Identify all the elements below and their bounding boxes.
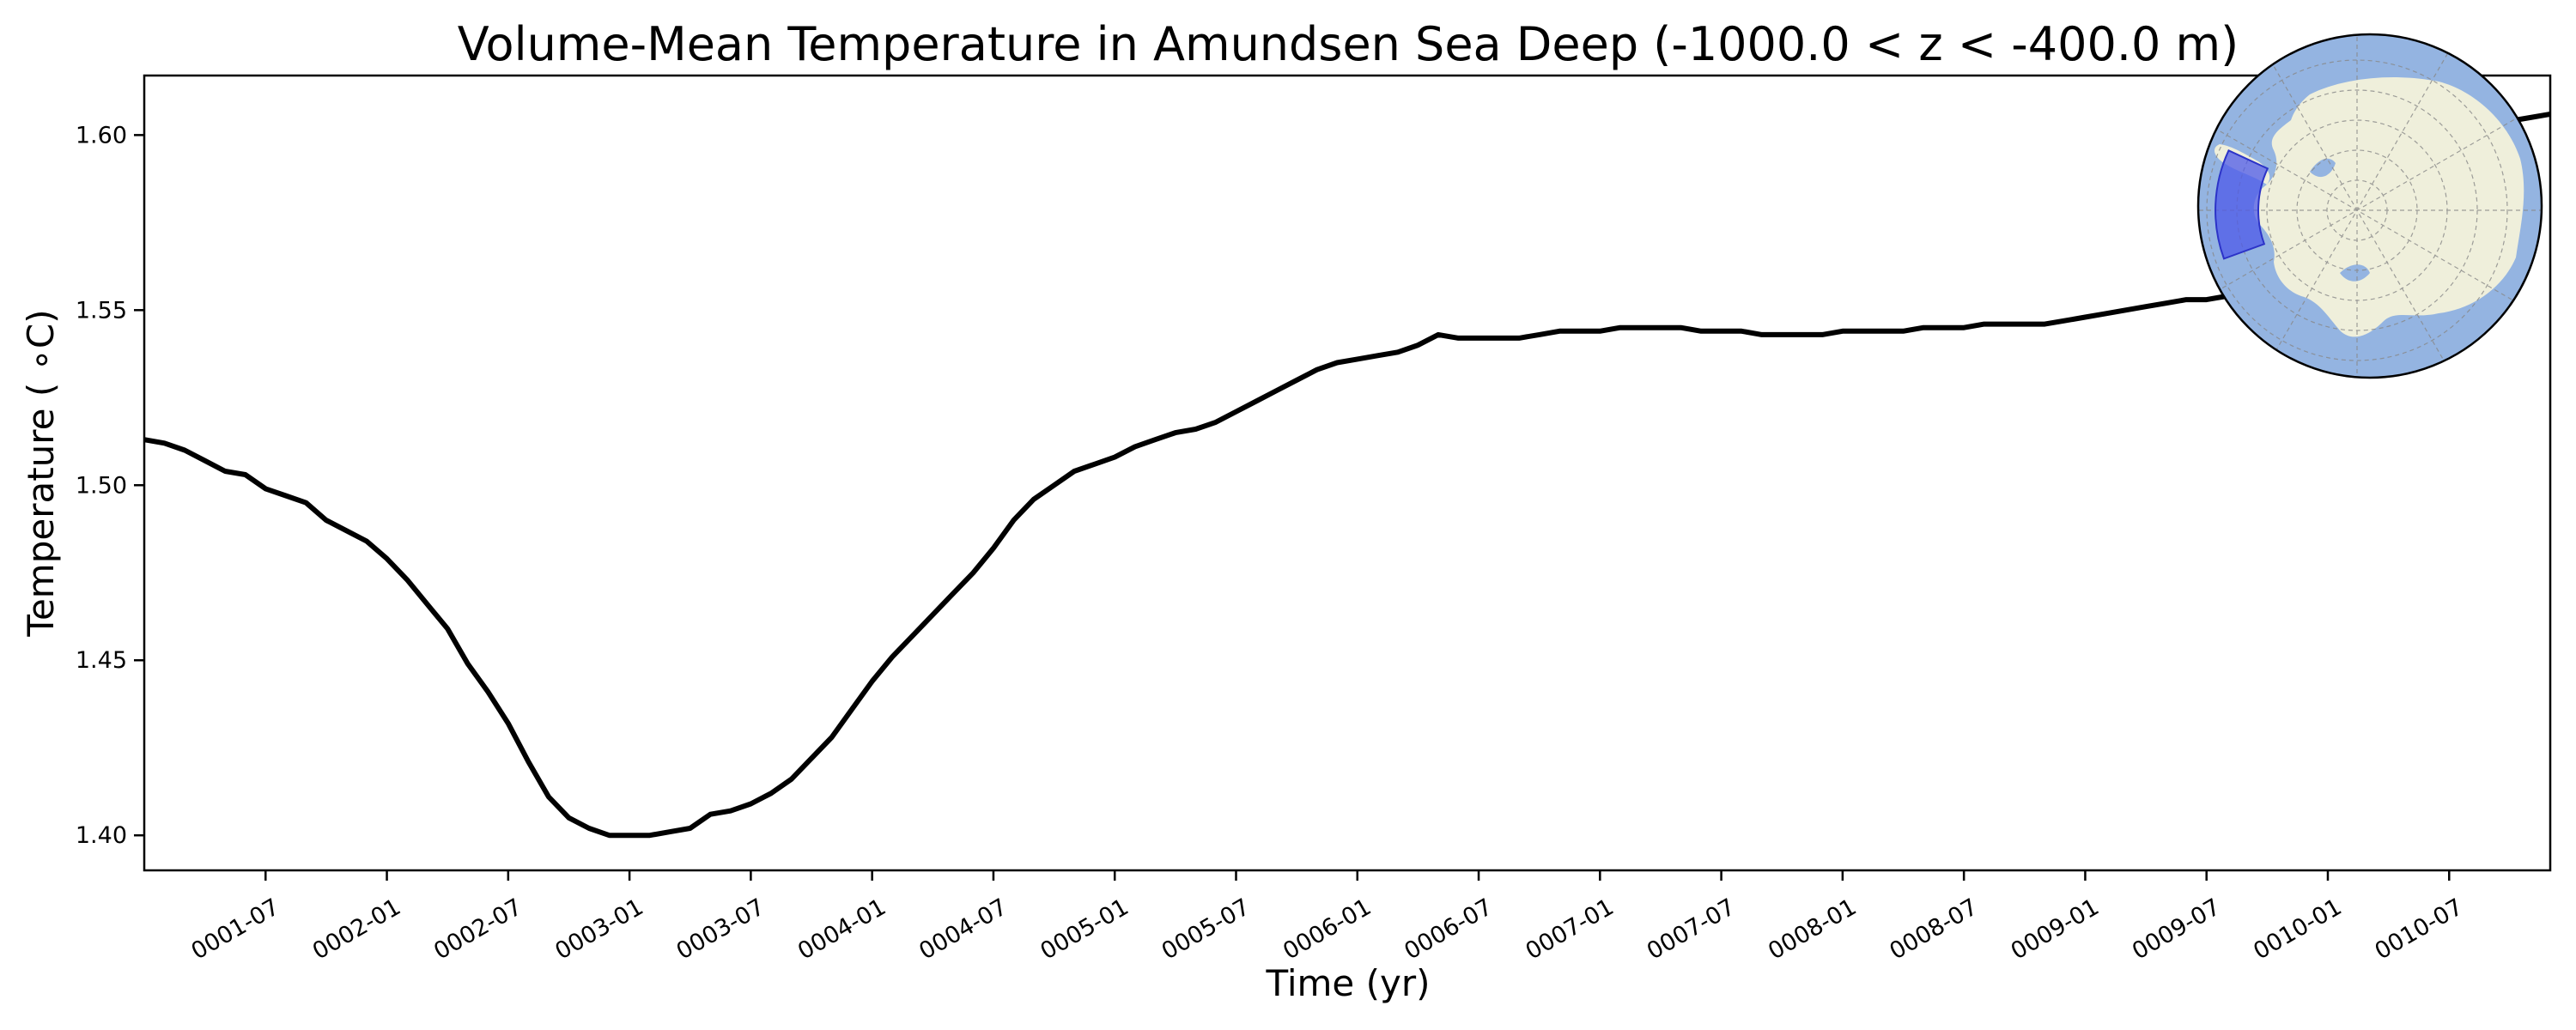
- antarctica-polar-map-icon: [2196, 33, 2543, 379]
- chart-title: Volume-Mean Temperature in Amundsen Sea …: [458, 17, 2239, 71]
- x-tick-label: 0006-01: [1279, 894, 1376, 965]
- x-tick-label: 0003-01: [550, 894, 647, 965]
- y-tick-label: 1.55: [76, 297, 127, 324]
- x-tick-label: 0010-07: [2371, 894, 2468, 965]
- x-tick-label: 0005-01: [1036, 894, 1133, 965]
- x-tick-label: 0008-01: [1764, 894, 1861, 965]
- plot-area: [143, 74, 2552, 872]
- x-axis-label: Time (yr): [1265, 962, 1430, 1004]
- x-tick-label: 0002-07: [429, 894, 526, 965]
- x-tick-label: 0009-01: [2007, 894, 2104, 965]
- y-axis-label: Temperature ( ∘C): [20, 309, 62, 637]
- inset-amundsen-sea-region: [2215, 148, 2269, 260]
- plot-frame: [143, 74, 2552, 872]
- y-tick-label: 1.60: [76, 122, 127, 148]
- x-tick-label: 0007-07: [1643, 894, 1740, 965]
- inset-border: [2196, 33, 2543, 379]
- x-tick-label: 0007-01: [1522, 894, 1619, 965]
- y-tick-label: 1.50: [76, 472, 127, 499]
- series-line-0: [144, 111, 2550, 839]
- x-tick-label: 0004-07: [914, 894, 1012, 965]
- inset-ice-shelf: [2310, 158, 2336, 178]
- x-tick-label: 0006-07: [1400, 894, 1497, 965]
- y-axis: 1.40 1.45 1.50 1.55 1.60: [76, 122, 144, 849]
- x-tick-label: 0004-01: [793, 894, 890, 965]
- x-tick-label: 0010-01: [2249, 894, 2346, 965]
- x-tick-label: 0002-01: [308, 894, 405, 965]
- x-tick-label: 0001-07: [187, 894, 284, 965]
- x-tick-label: 0008-07: [1885, 894, 1982, 965]
- x-axis: 0001-07 0002-01 0002-07 0003-01 0003-07 0004-…: [187, 870, 2468, 965]
- y-tick-label: 1.45: [76, 647, 127, 674]
- y-tick-label: 1.40: [76, 822, 127, 849]
- x-tick-label: 0003-07: [672, 894, 769, 965]
- x-tick-label: 0005-07: [1157, 894, 1255, 965]
- inset-ice-shelf-2: [2340, 264, 2370, 282]
- x-tick-label: 0009-07: [2128, 894, 2225, 965]
